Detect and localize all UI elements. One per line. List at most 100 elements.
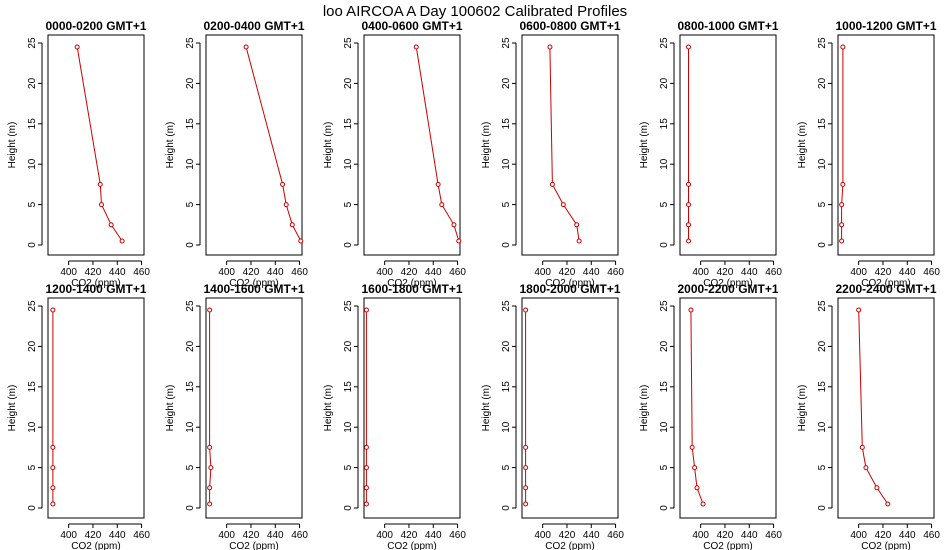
x-tick-label: 420	[717, 530, 734, 541]
data-point	[97, 181, 103, 187]
x-tick-label: 460	[449, 530, 466, 541]
y-tick-label: 5	[27, 464, 38, 470]
y-tick-label: 15	[501, 118, 512, 130]
panel-title: 0000-0200 GMT+1	[45, 19, 146, 33]
panel-title: 0800-1000 GMT+1	[677, 19, 778, 33]
y-tick-label: 0	[343, 242, 354, 248]
y-tick-label: 15	[659, 118, 670, 130]
x-tick-label: 460	[133, 530, 150, 541]
x-tick-label: 460	[291, 530, 308, 541]
y-tick-label: 0	[501, 242, 512, 248]
y-tick-label: 15	[185, 381, 196, 393]
data-point	[207, 501, 213, 507]
y-tick-label: 0	[27, 505, 38, 511]
series-line	[415, 46, 460, 242]
x-tick-label: 400	[692, 530, 709, 541]
panel-10: 1800-2000 GMT+1 400 420 440 460 CO2 (ppm) 0 5 10…	[481, 282, 624, 550]
data-point	[280, 181, 286, 187]
x-tick-label: 440	[267, 530, 284, 541]
data-point	[207, 307, 213, 313]
y-axis-label: Height (m)	[323, 122, 334, 169]
x-tick-label: 440	[583, 267, 600, 278]
y-tick-label: 25	[343, 300, 354, 312]
plot-frame	[363, 297, 461, 519]
series-line	[245, 46, 302, 242]
data-point	[686, 238, 692, 244]
data-point	[50, 444, 56, 450]
panel-11: 2000-2200 GMT+1 400 420 440 460 CO2 (ppm) 0 5 10…	[639, 282, 782, 550]
data-point	[839, 222, 845, 228]
data-point	[435, 181, 441, 187]
y-tick-label: 10	[27, 421, 38, 433]
panel-title: 1000-1200 GMT+1	[835, 19, 936, 33]
y-tick-label: 15	[501, 381, 512, 393]
y-tick-label: 20	[659, 340, 670, 352]
y-tick-label: 25	[659, 37, 670, 49]
y-tick-label: 10	[501, 421, 512, 433]
data-point	[119, 238, 125, 244]
panel-title: 0600-0800 GMT+1	[519, 19, 620, 33]
data-point	[207, 444, 213, 450]
data-point	[523, 501, 529, 507]
x-tick-label: 400	[218, 530, 235, 541]
panel-1: 0000-0200 GMT+1 400 420 440 460 CO2 (ppm) 0 5 10…	[7, 19, 150, 289]
panels-group: 0000-0200 GMT+1 400 420 440 460 CO2 (ppm) 0 5 10…	[7, 19, 940, 550]
y-axis-label: Height (m)	[7, 385, 18, 432]
x-tick-label: 460	[923, 267, 940, 278]
y-tick-label: 20	[343, 77, 354, 89]
y-tick-label: 25	[185, 300, 196, 312]
panel-3: 0400-0600 GMT+1 400 420 440 460 CO2 (ppm) 0 5 10…	[323, 19, 466, 289]
series-line	[690, 309, 704, 505]
x-tick-label: 420	[875, 267, 892, 278]
data-point	[50, 501, 56, 507]
y-tick-label: 20	[817, 77, 828, 89]
y-tick-label: 5	[343, 464, 354, 470]
data-point	[686, 202, 692, 208]
x-axis-label: CO2 (ppm)	[229, 541, 278, 550]
x-tick-label: 460	[607, 530, 624, 541]
x-axis-label: CO2 (ppm)	[229, 278, 278, 289]
x-tick-label: 440	[899, 530, 916, 541]
y-tick-label: 15	[185, 118, 196, 130]
y-tick-label: 0	[27, 242, 38, 248]
plot-frame	[205, 34, 303, 256]
x-tick-label: 440	[899, 267, 916, 278]
data-point	[688, 307, 694, 313]
x-tick-label: 440	[583, 530, 600, 541]
y-tick-label: 20	[817, 340, 828, 352]
data-point	[456, 238, 462, 244]
y-tick-label: 20	[343, 340, 354, 352]
plot-frame	[837, 34, 935, 256]
y-tick-label: 20	[185, 77, 196, 89]
y-tick-label: 20	[659, 77, 670, 89]
data-point	[451, 222, 457, 228]
y-tick-label: 25	[817, 37, 828, 49]
y-tick-label: 20	[185, 340, 196, 352]
y-axis-label: Height (m)	[165, 385, 176, 432]
x-tick-label: 460	[291, 267, 308, 278]
data-point	[874, 485, 880, 491]
y-tick-label: 15	[817, 118, 828, 130]
panel-5: 0800-1000 GMT+1 400 420 440 460 CO2 (ppm) 0 5 10…	[639, 19, 782, 289]
y-tick-label: 0	[817, 505, 828, 511]
y-tick-label: 5	[659, 201, 670, 207]
y-tick-label: 5	[817, 464, 828, 470]
x-tick-label: 420	[401, 267, 418, 278]
x-tick-label: 420	[85, 530, 102, 541]
y-tick-label: 10	[817, 421, 828, 433]
y-tick-label: 10	[185, 158, 196, 170]
plot-frame	[521, 34, 619, 256]
y-axis-label: Height (m)	[165, 122, 176, 169]
y-tick-label: 10	[343, 158, 354, 170]
data-point	[208, 465, 214, 471]
series-line	[549, 46, 580, 242]
y-tick-label: 15	[27, 118, 38, 130]
plot-frame	[679, 297, 777, 519]
y-tick-label: 5	[27, 201, 38, 207]
y-tick-label: 0	[817, 242, 828, 248]
x-axis-label: CO2 (ppm)	[545, 541, 594, 550]
data-point	[839, 238, 845, 244]
x-axis-label: CO2 (ppm)	[387, 278, 436, 289]
y-tick-label: 5	[501, 464, 512, 470]
